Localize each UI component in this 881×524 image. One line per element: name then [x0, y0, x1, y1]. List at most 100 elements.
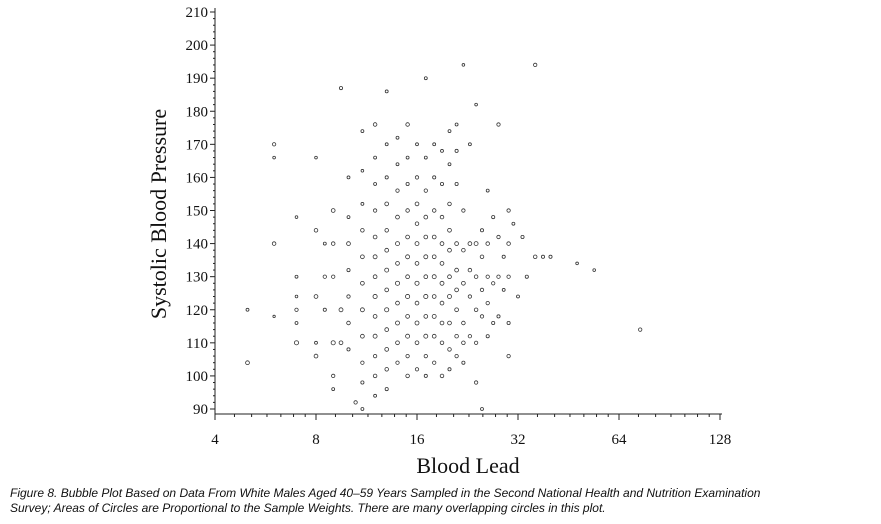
- data-bubble: [330, 208, 336, 213]
- data-bubble: [506, 274, 511, 279]
- data-bubble: [461, 360, 466, 365]
- data-bubble: [447, 294, 452, 299]
- data-bubble: [346, 268, 351, 273]
- x-tick-label: 128: [709, 432, 732, 448]
- caption-line-1: Figure 8. Bubble Plot Based on Data From…: [10, 486, 761, 500]
- data-bubble: [439, 373, 445, 379]
- data-bubble: [395, 300, 400, 306]
- data-bubble: [479, 287, 485, 292]
- data-bubble: [405, 373, 410, 379]
- data-bubble: [447, 367, 452, 372]
- data-bubble: [480, 228, 484, 233]
- data-bubble: [414, 320, 420, 326]
- data-bubble: [432, 208, 437, 213]
- x-axis-title: Blood Lead: [416, 453, 519, 478]
- data-bubble: [638, 327, 643, 332]
- data-bubble: [496, 314, 501, 319]
- data-bubble: [405, 182, 410, 186]
- data-bubble: [439, 300, 445, 306]
- data-bubble: [372, 333, 378, 339]
- data-bubble: [346, 175, 351, 180]
- data-bubble: [294, 307, 299, 312]
- data-bubble: [447, 201, 452, 207]
- data-bubble: [485, 334, 490, 339]
- data-bubble: [360, 333, 365, 339]
- data-bubble: [479, 314, 485, 319]
- y-tick-label: 130: [186, 270, 209, 286]
- data-bubble: [431, 274, 437, 280]
- data-bubble: [447, 347, 452, 352]
- data-bubble: [496, 234, 501, 240]
- data-bubble: [360, 228, 365, 233]
- figure-caption: Figure 8. Bubble Plot Based on Data From…: [10, 486, 875, 516]
- data-bubble: [372, 122, 378, 127]
- data-bubble: [439, 320, 445, 326]
- data-bubble: [461, 340, 466, 345]
- data-bubble: [395, 320, 400, 326]
- data-bubble: [331, 274, 336, 279]
- data-bubble: [473, 380, 479, 385]
- data-bubble: [353, 400, 358, 405]
- data-bubble: [467, 241, 473, 246]
- data-bubble: [439, 261, 445, 266]
- data-bubble: [447, 274, 452, 280]
- data-bubble: [360, 360, 365, 365]
- x-tick-label: 8: [312, 432, 320, 448]
- data-bubble: [338, 307, 344, 313]
- data-bubble: [322, 307, 327, 312]
- data-bubble: [405, 254, 410, 260]
- data-bubble: [423, 214, 429, 220]
- data-bubble: [384, 367, 389, 372]
- data-bubble: [360, 202, 365, 206]
- data-bubble: [372, 274, 378, 280]
- data-bubble: [423, 294, 429, 299]
- data-bubble: [372, 314, 378, 319]
- x-tick-label: 4: [211, 432, 219, 448]
- data-bubble: [414, 261, 420, 266]
- data-bubble: [461, 208, 466, 213]
- data-bubble: [467, 294, 472, 299]
- data-bubble: [431, 254, 437, 260]
- data-bubble: [384, 228, 389, 233]
- data-bubble: [533, 62, 538, 68]
- data-bubble: [414, 175, 420, 180]
- data-bubble: [414, 340, 420, 346]
- data-bubble: [454, 122, 459, 127]
- data-bubble: [245, 307, 250, 312]
- data-bubble: [346, 320, 351, 326]
- data-bubble: [245, 360, 250, 366]
- data-bubble: [331, 241, 336, 246]
- data-bubble: [373, 182, 377, 186]
- data-bubble: [384, 247, 390, 253]
- data-bubble: [405, 155, 410, 160]
- data-bubble: [384, 347, 390, 352]
- data-bubble: [423, 333, 429, 339]
- data-bubble: [432, 175, 437, 180]
- data-bubble: [346, 241, 351, 246]
- data-bubble: [313, 228, 319, 233]
- data-bubble: [338, 340, 344, 346]
- data-bubble: [467, 267, 473, 273]
- data-bubble: [372, 294, 378, 299]
- data-bubble: [454, 307, 459, 313]
- data-bubble: [272, 155, 276, 160]
- data-bubble: [432, 360, 437, 365]
- y-tick-label: 120: [186, 303, 209, 319]
- data-bubble: [395, 135, 400, 140]
- data-bubble: [384, 142, 389, 147]
- data-bubble: [479, 254, 485, 259]
- x-axis-ticks: 4 8 16 32 64 128: [211, 414, 731, 448]
- data-bubble: [506, 321, 511, 325]
- data-bubble: [440, 149, 444, 153]
- data-bubble: [360, 380, 365, 385]
- data-bubble: [360, 254, 365, 260]
- data-bubble: [384, 387, 389, 392]
- bubble-plot: 90 100 110 120 130 140 150 160 170 180 190 200 210 4…: [146, 5, 731, 478]
- y-tick-label: 210: [186, 5, 209, 21]
- data-bubble: [516, 294, 520, 299]
- data-bubble: [485, 241, 490, 246]
- y-tick-label: 160: [186, 170, 209, 186]
- data-bubble: [496, 274, 501, 279]
- data-bubble: [405, 333, 410, 339]
- data-bubble: [461, 247, 466, 253]
